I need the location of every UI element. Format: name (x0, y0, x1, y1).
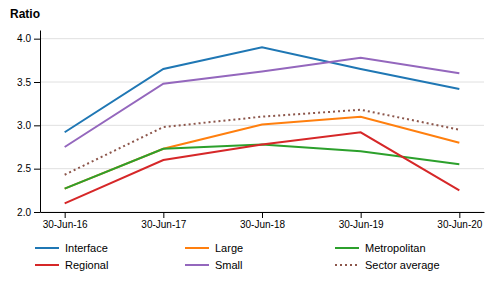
grid-line (40, 168, 484, 169)
x-tick-label: 30-Jun-18 (240, 219, 285, 230)
legend-item: Sector average (335, 259, 440, 271)
legend-label: Large (215, 242, 243, 254)
series-line (65, 58, 460, 147)
x-tick-label: 30-Jun-19 (339, 219, 384, 230)
series-line (65, 132, 460, 203)
series-line (65, 110, 460, 175)
x-tick-mark (361, 212, 362, 218)
legend-label: Regional (65, 259, 108, 271)
y-tick: 2.5 (17, 163, 40, 174)
x-tick: 30-Jun-17 (141, 212, 186, 230)
y-tick-label: 3.0 (17, 120, 31, 131)
x-tick-mark (163, 212, 164, 218)
chart: 2.02.53.03.54.030-Jun-1630-Jun-1730-Jun-… (0, 0, 500, 286)
x-tick-mark (459, 212, 460, 218)
legend-swatch (335, 264, 359, 266)
grid (40, 39, 484, 212)
x-tick-mark (65, 212, 66, 218)
x-tick-label: 30-Jun-17 (141, 219, 186, 230)
legend-item: Regional (35, 259, 108, 271)
y-tick-label: 2.0 (17, 207, 31, 218)
legend-label: Metropolitan (365, 242, 426, 254)
x-tick-label: 30-Jun-20 (437, 219, 482, 230)
x-tick-label: 30-Jun-16 (43, 219, 88, 230)
y-tick-label: 4.0 (17, 33, 31, 44)
y-tick-mark (34, 82, 40, 83)
legend-swatch (185, 264, 209, 266)
legend-item: Large (185, 242, 243, 254)
x-tick: 30-Jun-18 (240, 212, 285, 230)
y-tick-mark (34, 212, 40, 213)
legend: Interface Large Metropolitan Regional Small S… (35, 242, 440, 271)
y-axis-title: Ratio (10, 7, 40, 21)
legend-swatch (35, 264, 59, 266)
x-tick: 30-Jun-19 (339, 212, 384, 230)
series-line (65, 144, 460, 188)
y-axis-line (40, 31, 41, 213)
x-tick: 30-Jun-16 (43, 212, 88, 230)
y-tick-mark (34, 39, 40, 40)
y-tick-label: 2.5 (17, 163, 31, 174)
series-line (65, 47, 460, 132)
y-tick: 3.5 (17, 77, 40, 88)
lines (65, 47, 460, 203)
legend-item: Interface (35, 242, 108, 254)
x-tick: 30-Jun-20 (437, 212, 482, 230)
y-tick-mark (34, 169, 40, 170)
y-axis: 2.0 2.5 3.0 3.5 4.0 (17, 31, 40, 218)
legend-item: Small (185, 259, 243, 271)
y-tick: 2.0 (17, 207, 40, 218)
grid-line (40, 82, 484, 83)
y-tick-label: 3.5 (17, 77, 31, 88)
legend-item: Metropolitan (335, 242, 426, 254)
y-tick-mark (34, 125, 40, 126)
legend-swatch (35, 247, 59, 249)
y-tick: 4.0 (17, 33, 40, 44)
x-tick-mark (262, 212, 263, 218)
legend-label: Small (215, 259, 243, 271)
legend-swatch (185, 247, 209, 249)
y-tick: 3.0 (17, 120, 40, 131)
legend-label: Sector average (365, 259, 440, 271)
plot: 2.02.53.03.54.030-Jun-1630-Jun-1730-Jun-… (17, 31, 484, 231)
legend-swatch (335, 247, 359, 249)
x-axis: 30-Jun-16 30-Jun-17 30-Jun-18 30-Jun-19 30-J… (41, 212, 485, 230)
legend-label: Interface (65, 242, 108, 254)
grid-line (40, 38, 484, 39)
